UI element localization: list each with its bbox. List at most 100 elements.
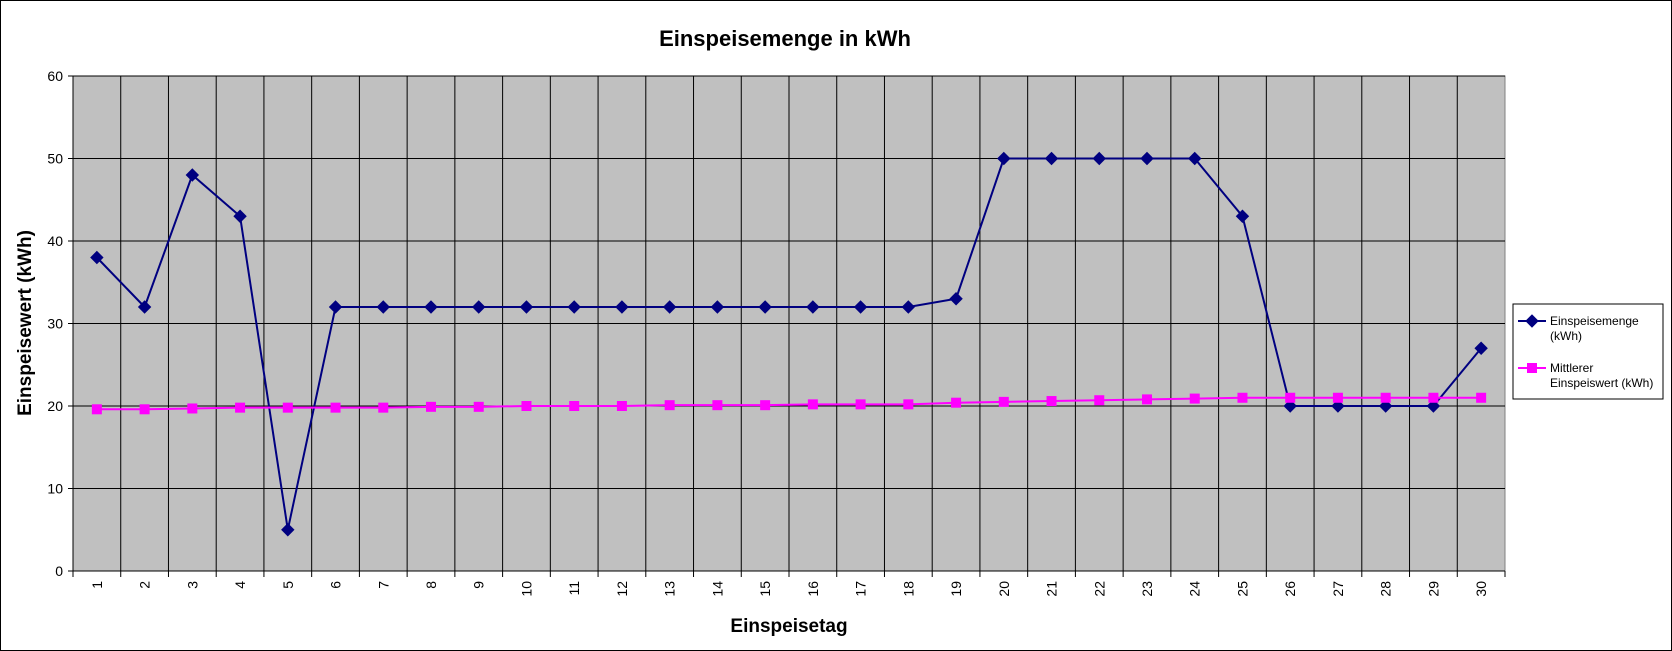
y-tick-label: 30 — [47, 316, 63, 332]
data-point-diamond — [901, 300, 916, 314]
data-point-diamond — [281, 523, 295, 537]
data-point-square — [1237, 392, 1248, 403]
data-point-square — [473, 401, 484, 412]
y-tick-label: 20 — [47, 398, 63, 414]
data-point-diamond — [424, 300, 438, 314]
series-lines — [90, 151, 1488, 537]
data-point-square — [91, 404, 102, 415]
x-tick-label: 18 — [900, 581, 916, 597]
y-tick-label: 10 — [47, 481, 63, 497]
data-point-diamond — [472, 300, 486, 314]
x-tick-label: 5 — [280, 581, 296, 589]
y-tick-labels: 0 10 20 30 40 50 60 — [47, 68, 63, 579]
axes — [68, 75, 1506, 577]
data-point-square — [1189, 393, 1200, 404]
data-point-square — [1527, 363, 1537, 373]
data-point-square — [951, 397, 962, 408]
y-tick-label: 40 — [47, 233, 63, 249]
x-tick-label: 13 — [662, 581, 678, 597]
data-point-diamond — [1378, 399, 1393, 413]
data-point-diamond — [1044, 151, 1059, 166]
data-point-diamond — [1525, 314, 1539, 328]
data-point-diamond — [710, 300, 725, 314]
data-point-diamond — [758, 300, 772, 314]
series-line — [96, 396, 1482, 411]
data-point-diamond — [1188, 151, 1202, 166]
x-tick-label: 28 — [1378, 581, 1394, 597]
data-point-square — [998, 396, 1009, 407]
x-tick-label: 27 — [1330, 581, 1346, 597]
x-tick-label: 16 — [805, 581, 821, 597]
data-point-diamond — [90, 250, 104, 265]
data-point-square — [1476, 392, 1487, 403]
data-point-square — [282, 402, 293, 413]
data-point-square — [1285, 392, 1296, 403]
x-tick-label: 10 — [518, 581, 534, 597]
legend-label: Einspeisemenge (kWh) — [1550, 314, 1639, 343]
legend-item-2: Mittlerer Einspeiswert (kWh) — [1518, 361, 1653, 390]
x-tick-label: 2 — [137, 581, 153, 589]
data-point-square — [664, 400, 675, 411]
x-tick-label: 19 — [948, 581, 964, 597]
data-point-diamond — [1474, 341, 1488, 355]
data-point-diamond — [519, 300, 534, 314]
x-tick-labels: 1 2 3 4 5 6 7 8 9 10 11 12 13 14 15 16 17 18 19 20 21 22 23 24 2… — [89, 581, 1489, 597]
data-point-square — [426, 401, 436, 412]
data-point-square — [1046, 396, 1057, 407]
x-tick-label: 14 — [709, 581, 725, 597]
data-point-diamond — [376, 300, 390, 314]
x-tick-label: 11 — [566, 581, 582, 596]
data-point-square — [1142, 394, 1152, 405]
x-tick-label: 15 — [757, 581, 773, 597]
data-point-square — [855, 399, 866, 410]
x-tick-label: 23 — [1139, 581, 1155, 597]
data-point-square — [330, 402, 341, 413]
series-1 — [90, 151, 1488, 537]
data-point-square — [616, 401, 627, 411]
data-point-diamond — [1092, 151, 1106, 166]
data-point-square — [569, 401, 580, 411]
data-point-diamond — [1426, 399, 1441, 413]
data-point-diamond — [1331, 399, 1345, 413]
x-tick-label: 17 — [853, 581, 869, 597]
data-point-diamond — [997, 151, 1011, 166]
x-tick-label: 7 — [375, 581, 391, 589]
x-tick-label: 8 — [423, 581, 439, 589]
data-point-diamond — [1283, 399, 1297, 413]
chart-title: Einspeisemenge in kWh — [659, 26, 911, 51]
data-point-diamond — [328, 300, 343, 314]
legend-label: Mittlerer Einspeiswert (kWh) — [1550, 361, 1653, 390]
data-point-diamond — [853, 300, 868, 314]
x-tick-label: 26 — [1282, 581, 1298, 597]
data-point-square — [1428, 392, 1439, 403]
y-tick-label: 60 — [47, 68, 63, 84]
x-tick-label: 6 — [328, 581, 344, 589]
data-point-square — [521, 401, 532, 411]
x-tick-label: 12 — [614, 581, 630, 597]
x-axis-title: Einspeisetag — [730, 616, 847, 637]
series-line — [96, 157, 1482, 530]
data-point-square — [187, 403, 198, 414]
y-tick-label: 0 — [55, 563, 63, 579]
data-point-diamond — [662, 300, 677, 314]
data-point-square — [807, 399, 818, 410]
data-point-square — [378, 402, 389, 413]
data-point-square — [1094, 395, 1105, 406]
data-point-diamond — [615, 300, 629, 314]
y-tick-label: 50 — [47, 151, 63, 167]
y-axis-title: Einspeisewert (kWh) — [15, 230, 36, 416]
x-tick-label: 9 — [471, 581, 487, 589]
data-point-square — [1332, 392, 1343, 403]
series-2 — [91, 392, 1487, 415]
x-tick-label: 30 — [1473, 581, 1489, 597]
data-point-diamond — [567, 300, 581, 314]
gridlines — [73, 75, 1505, 571]
x-tick-label: 4 — [232, 581, 248, 589]
x-tick-label: 21 — [1044, 581, 1060, 597]
x-tick-label: 29 — [1425, 581, 1441, 597]
data-point-square — [1380, 392, 1391, 403]
data-point-square — [139, 404, 150, 415]
x-tick-label: 24 — [1187, 581, 1203, 597]
